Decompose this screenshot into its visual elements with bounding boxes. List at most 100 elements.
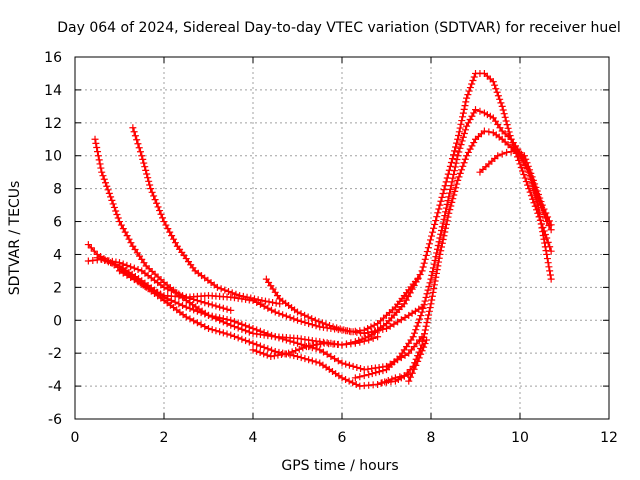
data-point bbox=[424, 286, 432, 294]
data-point bbox=[435, 258, 443, 266]
data-point bbox=[342, 360, 350, 368]
data-point bbox=[109, 200, 117, 208]
data-point bbox=[154, 203, 162, 211]
data-point bbox=[166, 228, 174, 236]
data-point bbox=[425, 311, 433, 319]
data-point bbox=[408, 369, 416, 377]
data-point bbox=[212, 313, 220, 321]
data-point bbox=[130, 264, 138, 272]
data-point bbox=[315, 318, 323, 326]
data-point bbox=[179, 301, 187, 309]
data-point bbox=[281, 350, 289, 358]
data-point bbox=[492, 85, 500, 93]
data-point bbox=[440, 232, 448, 240]
data-point bbox=[94, 148, 102, 156]
data-point bbox=[301, 311, 309, 319]
data-point bbox=[400, 372, 408, 380]
data-point bbox=[537, 198, 545, 206]
data-point bbox=[491, 81, 499, 89]
data-point bbox=[268, 306, 276, 314]
data-point bbox=[459, 109, 467, 117]
data-point bbox=[538, 201, 546, 209]
data-point bbox=[87, 244, 95, 252]
data-point bbox=[256, 349, 264, 357]
data-point bbox=[345, 377, 353, 385]
data-point bbox=[450, 170, 458, 178]
data-point bbox=[450, 191, 458, 199]
data-point bbox=[140, 159, 148, 167]
data-point bbox=[201, 323, 209, 331]
data-point bbox=[522, 178, 530, 186]
data-point bbox=[146, 181, 154, 189]
data-point bbox=[542, 209, 550, 217]
data-point bbox=[356, 373, 364, 381]
data-point bbox=[455, 128, 463, 136]
data-point bbox=[197, 321, 205, 329]
data-point bbox=[442, 204, 450, 212]
data-point bbox=[468, 80, 476, 88]
data-point bbox=[264, 345, 272, 353]
y-tick-label: 6 bbox=[53, 215, 62, 231]
data-point bbox=[297, 310, 305, 318]
data-point bbox=[338, 374, 346, 382]
data-point bbox=[466, 145, 474, 153]
data-point bbox=[453, 180, 461, 188]
data-point bbox=[455, 132, 463, 140]
data-point bbox=[305, 356, 313, 364]
data-point bbox=[302, 343, 310, 351]
data-point bbox=[461, 102, 469, 110]
data-point bbox=[465, 87, 473, 95]
data-point bbox=[299, 344, 307, 352]
data-point bbox=[168, 232, 176, 240]
data-point bbox=[374, 333, 382, 341]
data-point bbox=[499, 106, 507, 114]
data-point bbox=[439, 189, 447, 197]
data-point bbox=[439, 235, 447, 243]
data-point bbox=[323, 350, 331, 358]
data-point bbox=[349, 362, 357, 370]
data-point bbox=[312, 345, 320, 353]
data-point bbox=[338, 341, 346, 349]
data-point bbox=[413, 322, 421, 330]
data-point bbox=[443, 200, 451, 208]
data-point bbox=[416, 271, 424, 279]
data-point bbox=[364, 329, 372, 337]
data-point bbox=[360, 329, 368, 337]
data-point bbox=[433, 213, 441, 221]
data-point bbox=[540, 205, 548, 213]
data-point bbox=[225, 287, 233, 295]
data-point bbox=[205, 300, 212, 308]
data-point bbox=[448, 178, 456, 186]
data-point bbox=[447, 182, 455, 190]
data-point bbox=[386, 322, 394, 330]
data-point bbox=[148, 188, 156, 196]
data-point bbox=[133, 136, 141, 144]
data-point bbox=[261, 297, 269, 305]
data-point bbox=[397, 316, 405, 324]
data-point bbox=[431, 256, 439, 264]
data-point bbox=[539, 231, 547, 239]
data-point bbox=[159, 214, 167, 222]
data-point bbox=[414, 319, 422, 327]
data-point bbox=[342, 376, 350, 384]
data-point bbox=[541, 243, 549, 251]
data-point bbox=[418, 267, 426, 275]
data-point bbox=[462, 98, 470, 106]
data-point bbox=[216, 314, 224, 322]
data-point bbox=[238, 320, 246, 328]
y-tick-label: 4 bbox=[53, 247, 62, 263]
data-point bbox=[520, 171, 528, 179]
data-point bbox=[157, 210, 165, 218]
data-point bbox=[437, 247, 445, 255]
data-point bbox=[105, 189, 113, 197]
data-point bbox=[186, 315, 194, 323]
data-point bbox=[394, 376, 402, 384]
data-point bbox=[527, 169, 535, 177]
data-point bbox=[267, 352, 275, 360]
data-point bbox=[545, 217, 553, 225]
data-point bbox=[264, 304, 272, 312]
data-point bbox=[95, 156, 103, 164]
data-point bbox=[421, 297, 429, 305]
data-point bbox=[452, 143, 460, 151]
data-point bbox=[205, 311, 212, 319]
